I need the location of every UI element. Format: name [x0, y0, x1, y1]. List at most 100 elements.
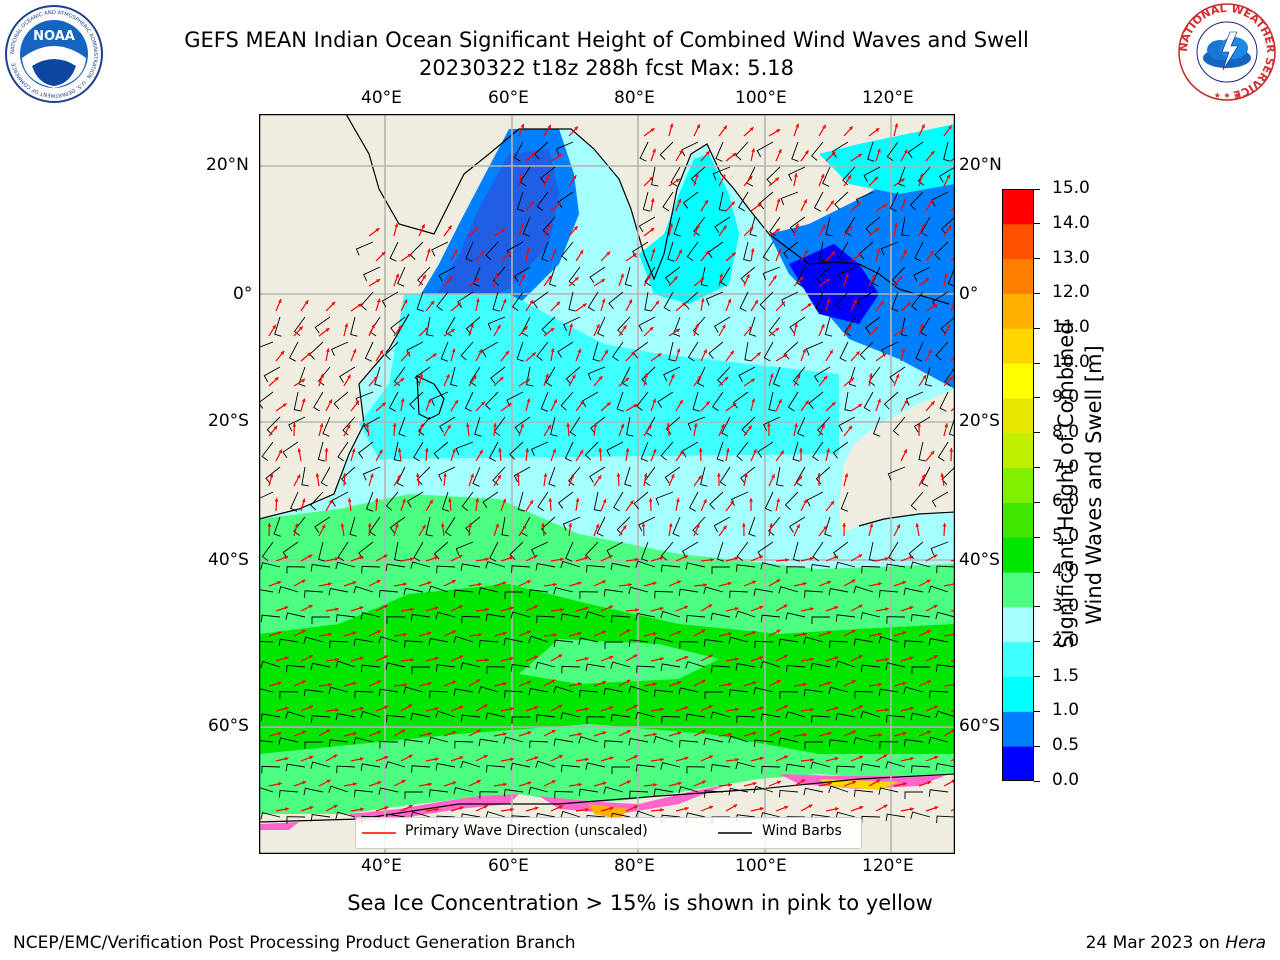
wind-barb	[503, 788, 524, 797]
wave-direction-arrowhead	[727, 298, 732, 303]
wave-direction-arrowhead	[523, 326, 528, 331]
wind-barb	[679, 739, 699, 748]
wind-barb	[844, 316, 856, 337]
wind-barb	[811, 141, 824, 161]
wave-direction-arrowhead	[622, 525, 627, 530]
lon-tick-top: 80°E	[614, 88, 655, 108]
wave-direction-arrowhead	[809, 607, 814, 611]
wave-direction-arrowhead	[383, 605, 388, 609]
wave-direction-arrowhead	[831, 251, 835, 256]
wind-barb	[672, 316, 681, 337]
wave-direction-arrowhead	[480, 250, 485, 255]
lat-tick-left: 0°	[233, 284, 253, 304]
wave-direction-arrowhead	[509, 656, 514, 661]
wind-barb	[865, 216, 881, 235]
wave-direction-arrowhead	[915, 523, 920, 527]
wave-direction-arrowhead	[502, 581, 507, 586]
wave-direction-arrowhead	[644, 373, 648, 378]
wave-direction-arrowhead	[419, 423, 424, 428]
wave-direction-arrowhead	[948, 125, 952, 130]
wave-direction-arrowhead	[407, 253, 412, 258]
wind-barb	[555, 141, 574, 156]
wind-barb	[535, 760, 556, 768]
wave-direction-arrowhead	[274, 377, 279, 381]
wind-barb	[513, 466, 531, 483]
wind-barb	[596, 516, 606, 537]
wave-direction-arrowhead	[342, 473, 347, 477]
wind-barb	[545, 366, 556, 387]
wind-barb	[920, 216, 931, 237]
wind-barb	[260, 688, 274, 693]
wind-barb	[728, 636, 749, 645]
wind-barb	[403, 686, 424, 694]
colorbar-segment	[1002, 711, 1034, 747]
wave-direction-arrowhead	[505, 350, 510, 355]
wind-barb	[431, 241, 449, 257]
wave-direction-arrowhead	[553, 582, 557, 587]
wind-barb	[924, 366, 933, 387]
wind-barb	[828, 785, 849, 793]
wave-direction-arrowhead	[759, 706, 764, 711]
wave-direction-arrowhead	[626, 679, 631, 684]
wind-barb	[664, 466, 681, 484]
wave-direction-arrowhead	[884, 556, 889, 561]
wave-direction-arrowhead	[750, 378, 755, 383]
wave-direction-arrowhead	[547, 124, 551, 129]
wave-direction-arrowhead	[649, 176, 654, 181]
wind-barb	[903, 738, 924, 747]
wave-direction-arrowhead	[533, 605, 538, 609]
wave-direction-arrowhead	[724, 376, 729, 381]
wave-direction-arrowhead	[895, 373, 900, 378]
wave-direction-arrowhead	[735, 757, 739, 762]
wind-barb	[260, 740, 274, 743]
wave-direction-arrowhead	[483, 704, 488, 709]
wind-barb	[888, 541, 899, 562]
wind-barb	[360, 664, 381, 673]
wind-barb	[812, 441, 824, 462]
wave-direction-arrowhead	[602, 781, 607, 786]
wave-direction-arrowhead	[403, 632, 407, 637]
wind-barb	[886, 616, 906, 624]
wave-direction-arrowhead	[421, 224, 425, 229]
wave-direction-arrowhead	[277, 731, 282, 736]
wind-barb	[504, 591, 523, 599]
wind-barb	[303, 787, 324, 796]
wind-barb	[438, 466, 456, 482]
wave-direction-arrowhead	[481, 401, 485, 406]
wind-barb	[624, 466, 632, 487]
wave-direction-arrowhead	[657, 353, 662, 357]
wind-barb	[260, 660, 281, 669]
wind-barb	[653, 788, 674, 796]
map-legend: Primary Wave Direction (unscaled) Wind B…	[355, 817, 862, 849]
wave-direction-arrowhead	[400, 377, 405, 382]
wind-barb	[481, 341, 499, 358]
wave-direction-arrow	[950, 710, 954, 712]
wind-barb	[385, 491, 399, 511]
wave-direction-arrowhead	[659, 657, 664, 661]
wave-direction-arrowhead	[406, 351, 411, 356]
wave-direction-arrowhead	[758, 555, 763, 560]
wind-barb	[328, 739, 349, 747]
colorbar-tick-mark	[1034, 223, 1040, 225]
wave-direction-arrowhead	[922, 375, 927, 380]
wind-barb	[692, 516, 706, 536]
wind-barb-legend-icon	[718, 832, 752, 834]
wave-direction-arrowhead	[701, 780, 706, 785]
wave-direction-arrowhead	[926, 630, 931, 634]
wind-barb	[553, 685, 574, 694]
wave-direction-arrowhead	[725, 448, 730, 453]
wave-direction-arrowhead	[577, 682, 582, 686]
wave-direction-arrowhead	[440, 523, 445, 527]
wave-direction-arrowhead	[315, 473, 320, 477]
wave-direction-arrowhead	[728, 783, 732, 787]
wave-direction-arrowhead	[596, 324, 600, 329]
colorbar-tick-label: 5.0	[1052, 526, 1080, 547]
wind-barb	[403, 587, 424, 596]
wind-barb	[748, 516, 756, 537]
wind-barb	[640, 541, 649, 562]
wave-direction-arrowhead	[427, 631, 432, 636]
wave-direction-arrowhead	[693, 423, 698, 427]
wave-direction-arrowhead	[848, 425, 853, 430]
wind-barb	[744, 341, 752, 362]
wind-barb	[536, 341, 549, 361]
